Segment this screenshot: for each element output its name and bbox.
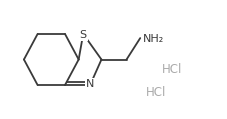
Text: HCl: HCl	[161, 62, 182, 76]
Text: S: S	[79, 30, 86, 40]
Text: N: N	[86, 79, 94, 89]
Text: HCl: HCl	[145, 86, 166, 99]
Text: NH₂: NH₂	[142, 34, 163, 44]
